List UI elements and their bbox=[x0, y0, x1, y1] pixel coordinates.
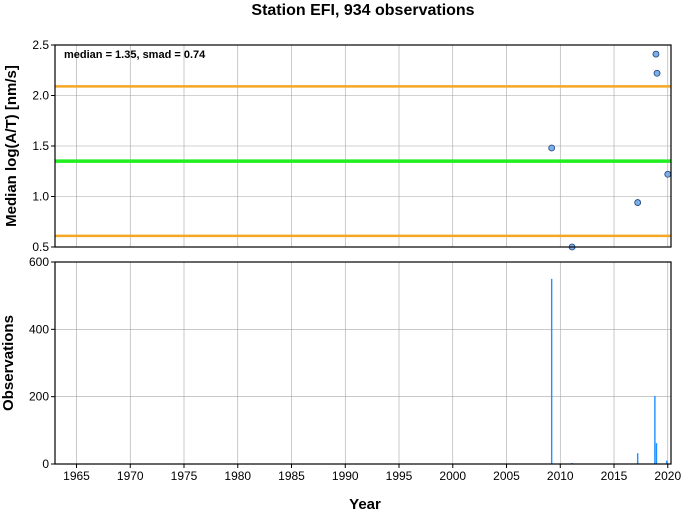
data-point bbox=[664, 170, 672, 178]
top-y-tick-label: 2.0 bbox=[32, 89, 49, 103]
bottom-panel: 0 200 400 600 1965 1970 1975 1980 1985 1990 1995 2… bbox=[0, 255, 681, 511]
x-tick-label: 2010 bbox=[547, 469, 574, 483]
bottom-y-tick-label: 200 bbox=[29, 390, 49, 404]
data-point bbox=[548, 144, 556, 152]
x-tick-label: 1980 bbox=[224, 469, 251, 483]
bottom-y-tick-label: 400 bbox=[29, 322, 49, 336]
x-axis-label: Year bbox=[349, 496, 381, 511]
data-point bbox=[634, 199, 642, 206]
x-tick-label: 1985 bbox=[278, 469, 305, 483]
bottom-y-axis-label: Observations bbox=[0, 315, 17, 411]
x-tick-label: 1990 bbox=[332, 469, 359, 483]
x-tick-label: 1995 bbox=[386, 469, 413, 483]
x-tick-label: 2015 bbox=[601, 469, 628, 483]
bottom-plot-frame bbox=[54, 261, 672, 465]
top-y-tick-label: 2.5 bbox=[32, 38, 49, 52]
data-point bbox=[653, 69, 661, 77]
bottom-y-tick-label: 600 bbox=[29, 255, 49, 269]
stats-annotation: median = 1.35, smad = 0.74 bbox=[64, 49, 206, 61]
x-tick-label: 1965 bbox=[63, 469, 90, 483]
top-panel: 0.5 1.0 1.5 2.0 2.5 median = 1.35, smad = 0.… bbox=[3, 38, 672, 254]
top-y-axis-label: Median log(A/T) [nm/s] bbox=[3, 65, 20, 227]
chart-title: Station EFI, 934 observations bbox=[251, 2, 474, 19]
x-tick-label: 2005 bbox=[493, 469, 520, 483]
bottom-y-tick-label: 0 bbox=[42, 457, 49, 471]
x-tick-label: 2020 bbox=[654, 469, 681, 483]
top-y-tick-label: 1.0 bbox=[32, 190, 49, 204]
top-y-tick-label: 1.5 bbox=[32, 139, 49, 153]
top-y-tick-label: 0.5 bbox=[32, 240, 49, 254]
x-tick-label: 2000 bbox=[439, 469, 466, 483]
data-point bbox=[652, 50, 660, 58]
x-tick-label: 1975 bbox=[171, 469, 198, 483]
x-tick-label: 1970 bbox=[117, 469, 144, 483]
